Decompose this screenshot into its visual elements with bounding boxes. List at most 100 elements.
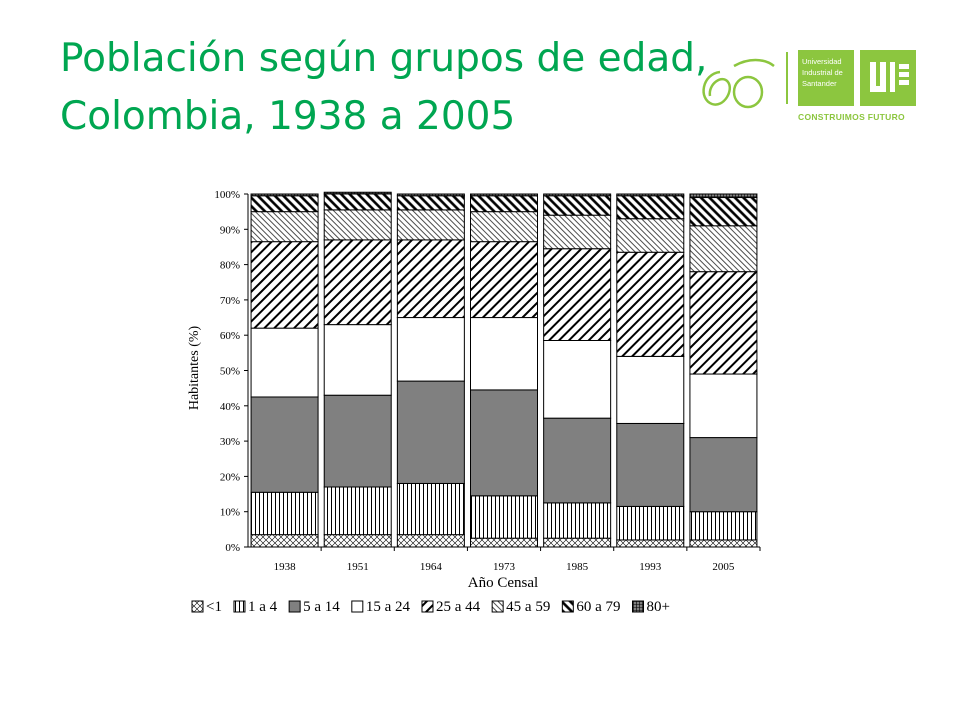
bar-segment-1993-60-a-79 <box>616 195 685 220</box>
legend-label-15-a-24: 15 a 24 <box>366 599 411 615</box>
y-tick-label: 70% <box>220 295 240 307</box>
bar-segment-1964-lt1 <box>396 534 465 548</box>
bar-segment-2005-5-a-14 <box>689 437 758 513</box>
bar-segment-1951-1-a-4 <box>323 486 392 536</box>
bars-group <box>250 191 758 548</box>
legend-swatch-45-a-59 <box>491 600 504 613</box>
bar-segment-1993-45-a-59 <box>616 218 685 253</box>
bar-segment-1973-60-a-79 <box>470 195 538 213</box>
bar-segment-1938-45-a-59 <box>250 211 319 243</box>
x-tick-label-1938: 1938 <box>274 561 297 573</box>
logo-tagline: CONSTRUIMOS FUTURO <box>798 112 905 122</box>
bar-segment-2005-15-a-24 <box>689 373 758 439</box>
bar-segment-1951-80plus <box>323 191 392 195</box>
bar-segment-1951-lt1 <box>323 534 392 548</box>
y-tick-label: 10% <box>220 507 240 519</box>
bar-segment-1964-60-a-79 <box>396 195 465 211</box>
bar-segment-1993-15-a-24 <box>616 355 685 424</box>
bar-segment-1938-80plus <box>250 193 319 197</box>
bar-segment-2005-lt1 <box>689 539 758 548</box>
x-tick-label-2005: 2005 <box>712 561 735 573</box>
bar-segment-1973-15-a-24 <box>470 317 538 391</box>
y-tick-label: 20% <box>220 471 240 483</box>
legend: <1 1 a 4 5 a 14 15 a 24 25 a 44 45 a 59 60 a 7… <box>191 599 670 615</box>
bar-segment-1973-1-a-4 <box>470 495 538 539</box>
legend-swatch-25-a-44 <box>421 600 434 613</box>
legend-swatch-15-a-24 <box>351 600 364 613</box>
legend-label-lt1: <1 <box>206 599 222 615</box>
bar-segment-2005-45-a-59 <box>689 225 758 273</box>
bar-segment-1938-15-a-24 <box>250 327 319 398</box>
bar-segment-1951-45-a-59 <box>323 209 392 241</box>
bar-segment-1964-80plus <box>396 193 465 197</box>
bar-segment-1951-15-a-24 <box>323 324 392 396</box>
legend-label-5-a-14: 5 a 14 <box>303 599 340 615</box>
anniversary-60-logo <box>702 58 775 109</box>
bar-segment-1973-lt1 <box>470 537 538 548</box>
bar-segment-2005-80plus <box>689 193 758 199</box>
x-tick-label-1985: 1985 <box>566 561 589 573</box>
bar-segment-1985-80plus <box>543 193 612 197</box>
bar-segment-1985-45-a-59 <box>543 214 612 250</box>
legend-swatch-lt1 <box>191 600 204 613</box>
legend-label-60-a-79: 60 a 79 <box>576 599 620 615</box>
slide-title-line-2: Colombia, 1938 a 2005 <box>60 94 516 139</box>
bar-segment-1951-60-a-79 <box>323 193 392 211</box>
age-group-stacked-bar-chart: 0%10%20%30%40%50%60%70%80%90%100% 1938 19… <box>187 189 761 615</box>
x-tick-label-1951: 1951 <box>347 561 369 573</box>
legend-swatch-80plus <box>632 600 644 613</box>
bar-segment-1938-lt1 <box>250 534 319 548</box>
bar-segment-1993-1-a-4 <box>616 505 685 541</box>
bar-segment-2005-25-a-44 <box>689 271 758 375</box>
legend-label-45-a-59: 45 a 59 <box>506 599 550 615</box>
x-tick-label-1993: 1993 <box>639 561 662 573</box>
bar-segment-2005-60-a-79 <box>689 197 758 227</box>
bar-segment-1985-lt1 <box>543 537 612 548</box>
bar-segment-1938-1-a-4 <box>250 491 319 536</box>
uis-name-box: Universidad Industrial de Santander <box>798 50 854 106</box>
bar-segment-1993-5-a-14 <box>616 422 685 507</box>
slide-title: Población según grupos de edad, Colombia… <box>60 30 760 146</box>
y-tick-label: 50% <box>220 366 240 378</box>
legend-label-80plus: 80+ <box>647 599 670 615</box>
bar-segment-1951-5-a-14 <box>323 394 392 488</box>
bar-segment-1938-5-a-14 <box>250 396 319 493</box>
legend-label-1-a-4: 1 a 4 <box>248 599 278 615</box>
bar-segment-1964-45-a-59 <box>396 209 465 241</box>
bar-segment-1964-1-a-4 <box>396 482 465 536</box>
uis-emblem-icon <box>860 50 916 106</box>
bar-segment-1973-80plus <box>470 193 538 197</box>
legend-label-25-a-44: 25 a 44 <box>436 599 481 615</box>
legend-swatch-60-a-79 <box>561 600 574 613</box>
bar-segment-1993-25-a-44 <box>616 251 685 357</box>
bar-segment-1964-15-a-24 <box>396 317 465 382</box>
y-tick-label: 30% <box>220 436 240 448</box>
bar-segment-1964-25-a-44 <box>396 239 465 319</box>
x-tick-label-1964: 1964 <box>420 561 443 573</box>
bar-segment-1964-5-a-14 <box>396 380 465 484</box>
bar-segment-1985-25-a-44 <box>543 248 612 341</box>
y-tick-label: 80% <box>220 260 240 272</box>
bar-segment-1985-5-a-14 <box>543 417 612 504</box>
x-tick-label-1973: 1973 <box>493 561 516 573</box>
bar-segment-1985-15-a-24 <box>543 339 612 419</box>
university-name: Universidad Industrial de Santander <box>802 57 843 88</box>
bar-segment-1985-60-a-79 <box>543 195 612 216</box>
y-axis: 0% 10% 20% 30% 40% 50% 60% 70% 80% 90% 100% <box>214 189 249 554</box>
bar-segment-1938-25-a-44 <box>250 241 319 329</box>
bar-segment-1993-lt1 <box>616 539 685 548</box>
bar-segment-2005-1-a-4 <box>689 511 758 541</box>
university-logo: Universidad Industrial de Santander CONS… <box>690 44 930 124</box>
bar-segment-1951-25-a-44 <box>323 239 392 326</box>
y-tick-label: 90% <box>220 224 240 236</box>
y-axis-label: Habitantes (%) <box>187 325 202 410</box>
x-axis-label: Año Censal <box>468 575 538 591</box>
bar-segment-1973-25-a-44 <box>470 241 538 319</box>
slide-title-line-1: Población según grupos de edad, <box>60 36 708 81</box>
y-tick-label: 0% <box>225 542 240 554</box>
bar-segment-1973-5-a-14 <box>470 389 538 497</box>
bar-segment-1985-1-a-4 <box>543 502 612 539</box>
legend-swatch-5-a-14 <box>288 600 301 613</box>
bar-segment-1938-60-a-79 <box>250 195 319 213</box>
bar-segment-1973-45-a-59 <box>470 211 538 243</box>
